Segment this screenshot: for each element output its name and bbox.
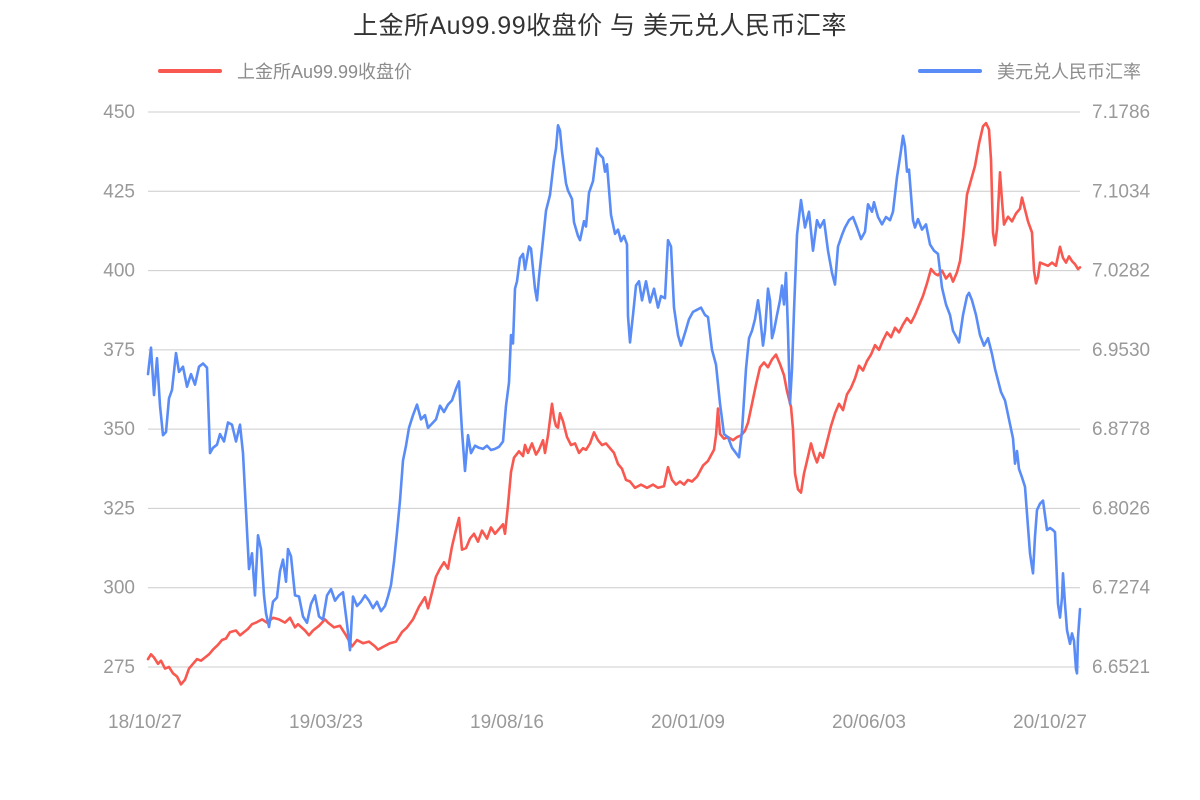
x-axis-tick-label: 20/06/03 <box>832 712 906 733</box>
legend-label-gold-price: 上金所Au99.99收盘价 <box>237 62 413 82</box>
y-axis-left-tick-label: 350 <box>103 419 135 440</box>
y-axis-left-tick-label: 425 <box>103 181 135 202</box>
usd-cny-rate-line <box>146 124 1082 675</box>
y-axis-right-tick-label: 6.9530 <box>1092 340 1150 361</box>
x-axis-tick-label: 19/08/16 <box>470 712 544 733</box>
legend-item-usd-cny-rate[interactable]: 美元兑人民币汇率 <box>918 61 1141 82</box>
chart-title: 上金所Au99.99收盘价 与 美元兑人民币汇率 <box>352 12 848 40</box>
x-axis-tick-label: 20/01/09 <box>651 712 725 733</box>
y-axis-right-tick-label: 7.1786 <box>1092 102 1150 123</box>
y-axis-right-tick-label: 7.0282 <box>1092 261 1150 282</box>
y-axis-right-tick-label: 6.8026 <box>1092 498 1150 519</box>
y-axis-left-tick-label: 400 <box>103 261 135 282</box>
y-axis-left-tick-label: 275 <box>103 657 135 678</box>
y-axis-right-tick-label: 6.6521 <box>1092 657 1150 678</box>
y-axis-left-tick-label: 375 <box>103 340 135 361</box>
y-axis-left-tick-label: 300 <box>103 578 135 599</box>
x-axis-tick-label: 20/10/27 <box>1013 712 1087 733</box>
y-axis-right-tick-label: 6.7274 <box>1092 578 1151 599</box>
gridlines <box>148 111 1080 668</box>
legend-label-usd-cny-rate: 美元兑人民币汇率 <box>997 62 1141 82</box>
gold-price-line <box>146 121 1082 686</box>
y-axis-left-tick-label: 450 <box>103 102 135 123</box>
gold-line-swatch <box>158 69 222 73</box>
y-axis-left-tick-label: 325 <box>103 498 135 519</box>
legend-item-gold-price[interactable]: 上金所Au99.99收盘价 <box>158 61 413 82</box>
x-axis-tick-label: 19/03/23 <box>289 712 363 733</box>
y-axis-right-tick-label: 7.1034 <box>1092 181 1151 202</box>
x-axis-tick-label: 18/10/27 <box>108 712 182 733</box>
axis-labels: 450 7.1786 425 7.1034 400 7.0282 375 6.9530 350 6… <box>103 102 1150 733</box>
y-axis-right-tick-label: 6.8778 <box>1092 419 1150 440</box>
fx-line-swatch <box>918 69 982 73</box>
